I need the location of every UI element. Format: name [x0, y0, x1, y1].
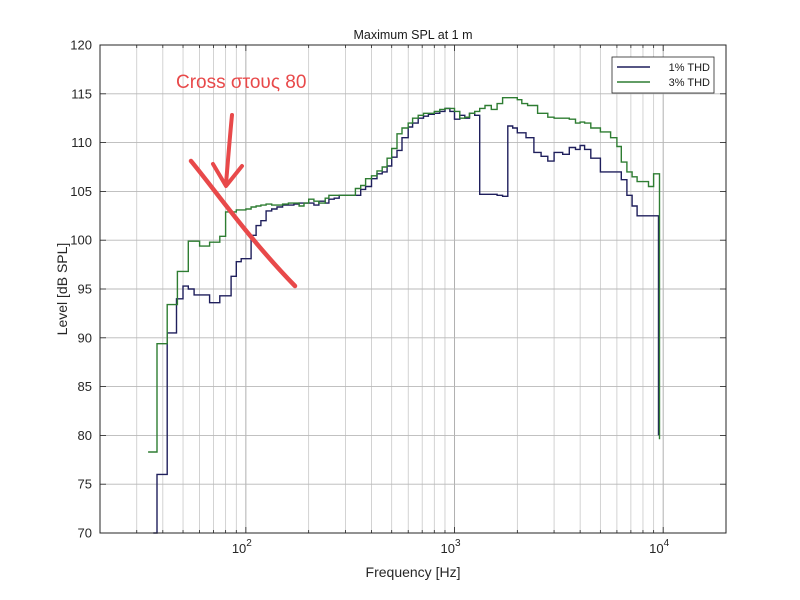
grid — [99, 44, 727, 534]
x-tick-label: 104 — [649, 538, 669, 556]
annotation-crossing-line — [188, 158, 298, 289]
legend-label-3pct-thd: 3% THD — [669, 77, 710, 89]
y-tick-label: 95 — [78, 282, 92, 297]
y-tick-label: 70 — [78, 526, 92, 541]
x-axis-title: Frequency [Hz] — [366, 564, 461, 580]
y-tick-label: 120 — [70, 38, 92, 53]
y-tick-label: 85 — [78, 379, 92, 394]
legend-label-1pct-thd: 1% THD — [669, 62, 710, 74]
y-tick-label: 115 — [71, 86, 92, 101]
legend-box — [611, 56, 715, 94]
hand-annotation: Cross στους 80 — [176, 72, 306, 289]
annotation-arrow-shaft — [224, 113, 234, 186]
y-tick-label: 105 — [70, 184, 92, 199]
x-tick-label: 103 — [441, 538, 461, 556]
y-tick-label: 110 — [71, 135, 92, 150]
y-axis-title: Level [dB SPL] — [54, 243, 70, 336]
chart-title: Maximum SPL at 1 m — [353, 28, 472, 42]
series-line-3pct-thd — [148, 97, 661, 453]
y-tick-label: 75 — [78, 477, 92, 492]
axis-ticks: 70 75 80 85 90 95 100 105 110 115 120 102 103 104 — [70, 38, 727, 556]
annotation-text: Cross στους 80 — [176, 72, 306, 93]
legend: 1% THD 3% THD — [611, 56, 715, 94]
x-tick-label: 102 — [232, 538, 252, 556]
y-tick-label: 90 — [78, 330, 92, 345]
plot-series — [148, 97, 661, 534]
y-tick-label: 80 — [78, 428, 92, 443]
series-line-1pct-thd — [153, 107, 660, 534]
annotation-arrow-head — [211, 162, 244, 188]
y-tick-label: 100 — [70, 233, 92, 248]
